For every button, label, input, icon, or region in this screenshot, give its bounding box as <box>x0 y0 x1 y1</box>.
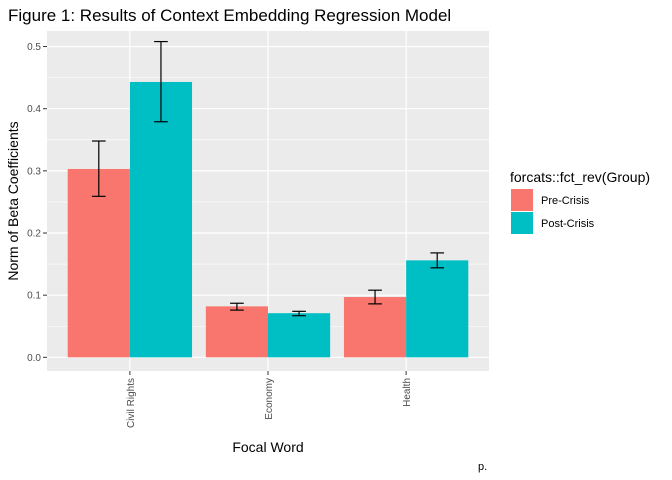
y-tick-label: 0.4 <box>27 104 41 115</box>
error-bars <box>91 40 445 317</box>
x-tick-label: Civil Rights <box>126 378 137 428</box>
legend-key-post-crisis <box>511 212 533 234</box>
footnote: p. <box>478 461 487 473</box>
legend-key-pre-crisis <box>511 189 533 211</box>
legend: forcats::fct_rev(Group) Pre-CrisisPost-C… <box>510 169 650 234</box>
x-tick-label: Economy <box>264 378 275 420</box>
y-tick-label: 0.5 <box>27 42 41 53</box>
bar-pre-crisis-1 <box>205 306 268 358</box>
bar-pre-crisis-0 <box>67 168 130 358</box>
bar-pre-crisis-2 <box>343 297 407 358</box>
y-axis: 0.0 0.1 0.2 0.3 0.4 0.5 <box>27 42 47 364</box>
x-tick-label: Health <box>402 378 413 407</box>
legend-title: forcats::fct_rev(Group) <box>510 169 650 185</box>
y-tick-label: 0.2 <box>27 229 41 240</box>
bar-post-crisis-0 <box>129 81 193 358</box>
chart-title: Figure 1: Results of Context Embedding R… <box>8 6 451 25</box>
bars <box>67 81 469 358</box>
y-tick-label: 0.0 <box>27 353 41 364</box>
y-tick-label: 0.3 <box>27 166 41 177</box>
bar-post-crisis-2 <box>406 260 469 358</box>
y-tick-label: 0.1 <box>27 291 41 302</box>
bar-post-crisis-1 <box>268 313 331 358</box>
legend-label-pre-crisis: Pre-Crisis <box>541 195 590 207</box>
y-axis-title: Norm of Beta Coefficients <box>5 121 21 280</box>
plot-panel <box>47 31 489 371</box>
legend-label-post-crisis: Post-Crisis <box>541 218 595 230</box>
legend-items: Pre-Crisis Post-Crisis <box>511 189 595 234</box>
x-axis: Civil Rights Economy Health <box>126 371 413 428</box>
x-axis-title: Focal Word <box>232 439 303 455</box>
